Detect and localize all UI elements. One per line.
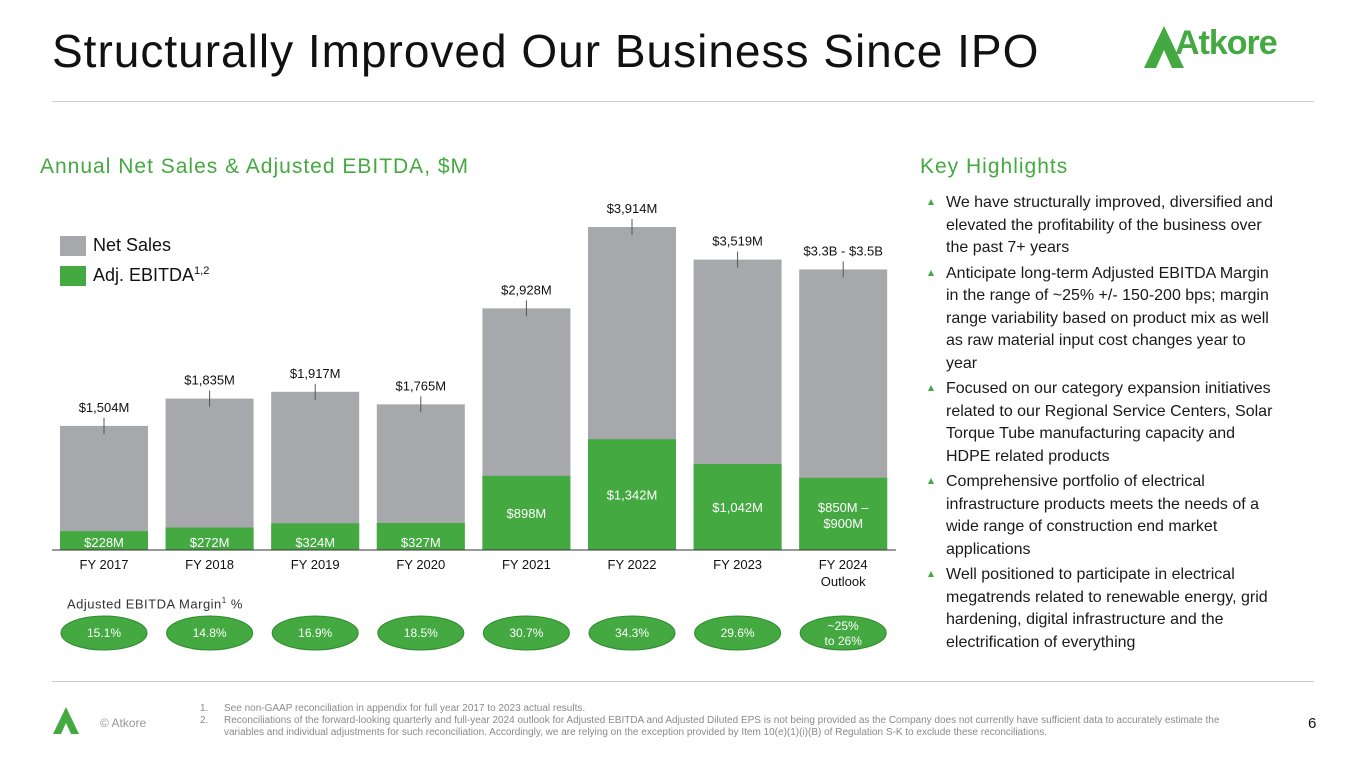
margin-pill bbox=[482, 615, 570, 651]
triangle-bullet-icon bbox=[928, 385, 934, 391]
category-label: FY 2017 bbox=[80, 557, 129, 572]
footnote: 1. See non-GAAP reconciliation in appendi… bbox=[200, 703, 586, 714]
net-sales-label: $1,917M bbox=[290, 366, 341, 381]
margin-label: 18.5% bbox=[404, 626, 438, 640]
category-label: FY 2019 bbox=[291, 557, 340, 572]
net-sales-label: $3,914M bbox=[607, 201, 658, 216]
triangle-bullet-icon bbox=[928, 478, 934, 484]
legend-swatch-net-sales bbox=[60, 236, 86, 256]
logo-text: Atkore bbox=[1175, 24, 1278, 62]
highlights-heading: Key Highlights bbox=[920, 155, 1069, 178]
ebitda-label: $228M bbox=[84, 535, 124, 550]
margin-pill bbox=[166, 615, 254, 651]
ebitda-label: $324M bbox=[295, 535, 335, 550]
margin-label: 34.3% bbox=[615, 626, 649, 640]
triangle-bullet-icon bbox=[928, 269, 934, 276]
margin-pill bbox=[588, 615, 676, 651]
ebitda-label: $898M bbox=[507, 506, 547, 521]
category-label: FY 2024 Outlook bbox=[819, 557, 868, 589]
highlight-item: We have structurally improved, diversifi… bbox=[928, 192, 1273, 260]
category-label: FY 2020 bbox=[396, 557, 445, 572]
net-sales-label: $3,519M bbox=[712, 234, 763, 249]
net-sales-label: $1,504M bbox=[79, 400, 130, 415]
triangle-bullet-icon bbox=[928, 571, 934, 577]
ebitda-label: $327M bbox=[401, 535, 441, 550]
category-label: FY 2021 bbox=[502, 557, 551, 572]
ebitda-bar bbox=[271, 523, 360, 550]
ebitda-bar bbox=[60, 531, 148, 550]
net-sales-bar bbox=[165, 398, 254, 550]
margin-label: 14.8% bbox=[193, 626, 227, 640]
footer-divider bbox=[52, 681, 1314, 682]
sales-ebitda-chart: $1,504M $228M FY 2017 15.1% $1,835M $272M FY 2… bbox=[52, 201, 896, 651]
net-sales-label: $2,928M bbox=[501, 282, 552, 297]
page-number: 6 bbox=[1308, 715, 1317, 732]
page-title: Structurally Improved Our Business Since… bbox=[52, 25, 1040, 77]
ebitda-bar bbox=[588, 439, 676, 550]
header-divider bbox=[52, 101, 1314, 102]
category-label: FY 2023 bbox=[713, 557, 762, 572]
ebitda-label: $1,042M bbox=[712, 500, 763, 515]
highlight-item: Comprehensive portfolio of electrical in… bbox=[928, 471, 1273, 561]
legend-label-ebitda: Adj. EBITDA1,2 bbox=[93, 265, 210, 285]
legend-swatch-ebitda bbox=[60, 266, 86, 286]
margin-label: ~25% to 26% bbox=[825, 619, 863, 648]
ebitda-label: $272M bbox=[190, 535, 230, 550]
net-sales-label: $3.3B - $3.5B bbox=[803, 243, 883, 258]
footnotes: 1. See non-GAAP reconciliation in appendi… bbox=[200, 703, 1260, 739]
highlight-item: Anticipate long-term Adjusted EBITDA Mar… bbox=[928, 263, 1273, 376]
margin-label: 30.7% bbox=[509, 626, 543, 640]
ebitda-bar bbox=[165, 527, 254, 550]
ebitda-bar bbox=[799, 477, 888, 550]
chart-heading: Annual Net Sales & Adjusted EBITDA, $M bbox=[40, 155, 470, 178]
margin-pill bbox=[271, 615, 359, 651]
category-label: FY 2022 bbox=[608, 557, 657, 572]
ebitda-bar bbox=[376, 523, 465, 550]
triangle-bullet-icon bbox=[928, 199, 934, 205]
margin-pill bbox=[377, 615, 465, 651]
net-sales-label: $1,765M bbox=[396, 378, 447, 393]
margin-label: 16.9% bbox=[298, 626, 332, 640]
net-sales-bar bbox=[60, 425, 148, 550]
ebitda-bar bbox=[482, 475, 571, 550]
ebitda-label: $1,342M bbox=[607, 488, 658, 503]
category-label: FY 2018 bbox=[185, 557, 234, 572]
atkore-footer-logo-icon bbox=[53, 707, 79, 734]
highlights-list: We have structurally improved, diversifi… bbox=[928, 192, 1273, 657]
ebitda-bar bbox=[693, 464, 782, 550]
margin-heading: Adjusted EBITDA Margin1 % bbox=[67, 596, 243, 612]
copyright: © Atkore bbox=[100, 716, 147, 730]
margin-label: 15.1% bbox=[87, 626, 121, 640]
highlight-item: Well positioned to participate in electr… bbox=[928, 564, 1273, 654]
margin-pill bbox=[694, 615, 782, 651]
legend-label-net-sales: Net Sales bbox=[93, 235, 172, 255]
net-sales-label: $1,835M bbox=[184, 373, 235, 388]
margin-pill bbox=[60, 615, 148, 651]
ebitda-label: $850M – $900M bbox=[818, 500, 869, 531]
footnote: 2. Reconciliations of the forward-looking… bbox=[200, 715, 1220, 738]
margin-label: 29.6% bbox=[721, 626, 755, 640]
highlight-item: Focused on our category expansion initia… bbox=[928, 378, 1273, 468]
margin-pill bbox=[799, 615, 887, 651]
atkore-logo-icon bbox=[1144, 26, 1184, 68]
